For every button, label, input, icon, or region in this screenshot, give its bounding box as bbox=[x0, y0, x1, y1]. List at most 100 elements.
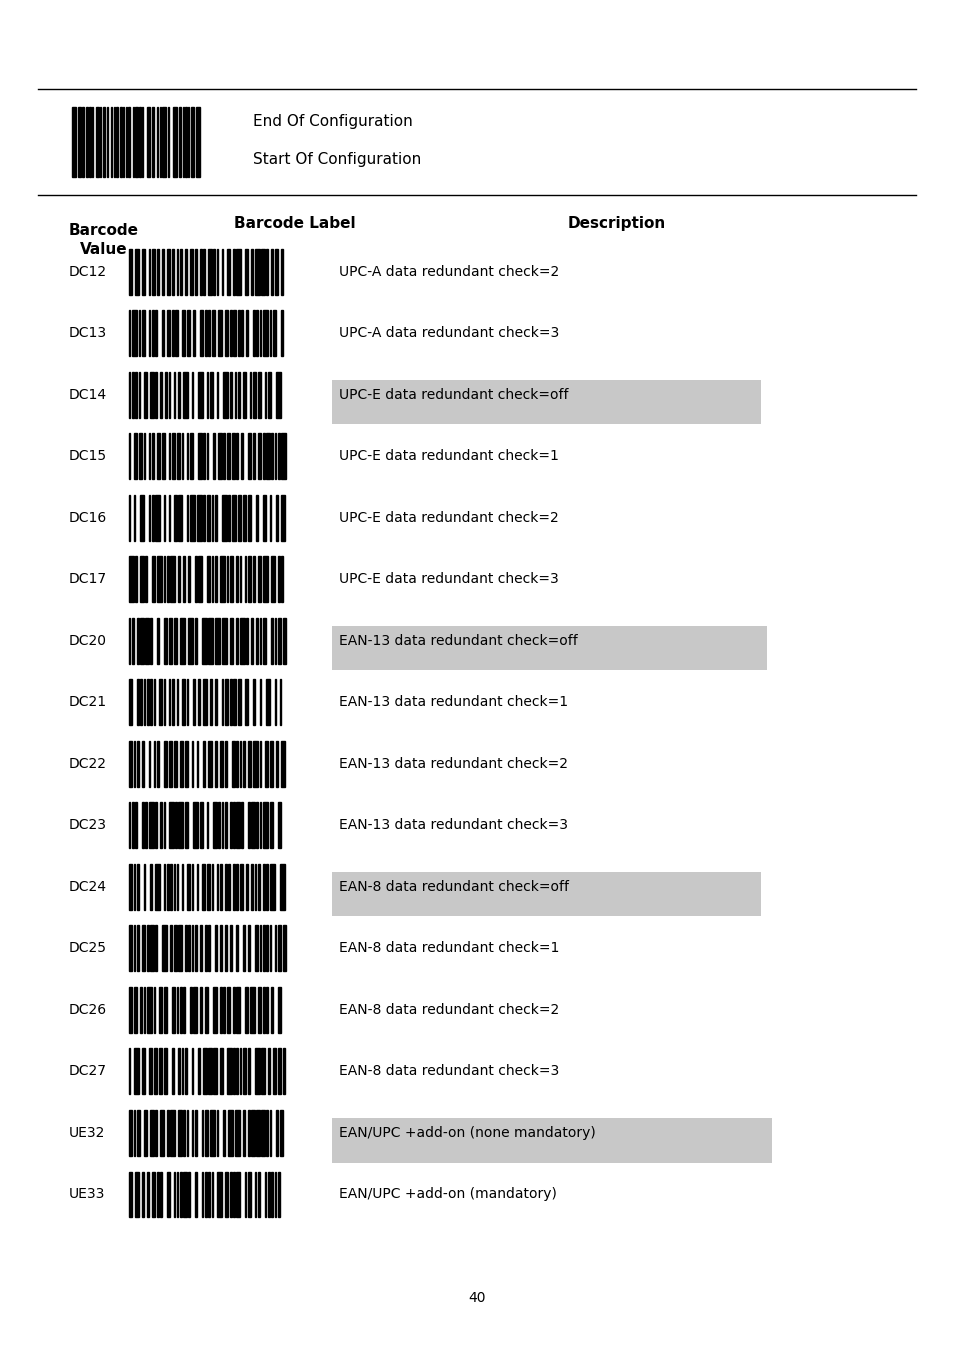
Bar bbox=[208, 310, 210, 356]
Text: DC16: DC16 bbox=[69, 511, 107, 525]
Bar bbox=[263, 864, 264, 910]
Bar bbox=[281, 495, 284, 541]
Bar bbox=[248, 741, 252, 787]
Bar bbox=[188, 107, 190, 177]
Bar bbox=[273, 310, 276, 356]
Bar bbox=[232, 741, 234, 787]
Bar bbox=[133, 495, 135, 541]
Text: EAN-13 data redundant check=2: EAN-13 data redundant check=2 bbox=[338, 757, 567, 771]
Bar bbox=[220, 925, 221, 971]
Bar bbox=[152, 495, 153, 541]
Bar bbox=[230, 679, 232, 725]
Bar bbox=[133, 433, 137, 479]
Bar bbox=[259, 741, 261, 787]
Bar bbox=[162, 107, 166, 177]
Bar bbox=[185, 249, 187, 295]
Bar bbox=[238, 310, 239, 356]
Text: UPC-A data redundant check=2: UPC-A data redundant check=2 bbox=[338, 265, 558, 279]
Bar bbox=[192, 1110, 193, 1156]
Bar bbox=[279, 864, 284, 910]
Bar bbox=[254, 1049, 259, 1095]
Bar bbox=[140, 495, 144, 541]
Bar bbox=[149, 1049, 152, 1095]
Bar bbox=[173, 618, 176, 664]
Bar bbox=[187, 864, 190, 910]
Bar bbox=[283, 925, 286, 971]
Bar bbox=[180, 987, 182, 1033]
Bar bbox=[207, 556, 210, 602]
Bar bbox=[233, 310, 236, 356]
Bar bbox=[263, 987, 264, 1033]
Bar bbox=[169, 495, 170, 541]
Bar bbox=[281, 741, 284, 787]
Text: EAN-13 data redundant check=3: EAN-13 data redundant check=3 bbox=[338, 818, 567, 833]
Bar bbox=[203, 495, 205, 541]
Bar bbox=[214, 741, 216, 787]
Bar bbox=[78, 107, 81, 177]
Bar bbox=[332, 872, 760, 917]
Bar bbox=[163, 679, 165, 725]
Bar bbox=[274, 1171, 276, 1217]
Bar bbox=[271, 618, 273, 664]
Bar bbox=[212, 310, 214, 356]
Bar bbox=[173, 495, 176, 541]
Bar bbox=[172, 679, 173, 725]
Bar bbox=[264, 372, 266, 418]
Text: DC15: DC15 bbox=[69, 449, 107, 464]
Bar bbox=[256, 310, 257, 356]
Bar bbox=[144, 864, 145, 910]
Bar bbox=[157, 249, 158, 295]
Bar bbox=[230, 556, 233, 602]
Bar bbox=[266, 925, 268, 971]
Bar bbox=[234, 1110, 239, 1156]
Bar bbox=[153, 1049, 157, 1095]
Bar bbox=[190, 987, 192, 1033]
Bar bbox=[239, 618, 245, 664]
Bar bbox=[279, 679, 281, 725]
Bar bbox=[259, 618, 261, 664]
Bar bbox=[132, 310, 137, 356]
Bar bbox=[271, 433, 273, 479]
Bar bbox=[192, 372, 193, 418]
Bar bbox=[169, 433, 170, 479]
Bar bbox=[220, 556, 225, 602]
Bar bbox=[226, 987, 230, 1033]
Bar bbox=[233, 987, 234, 1033]
Bar bbox=[228, 864, 230, 910]
Bar bbox=[200, 249, 201, 295]
Bar bbox=[133, 864, 135, 910]
Bar bbox=[270, 864, 274, 910]
Bar bbox=[147, 1171, 149, 1217]
Bar bbox=[273, 1049, 276, 1095]
Bar bbox=[194, 249, 196, 295]
Bar bbox=[207, 372, 208, 418]
Bar bbox=[246, 618, 248, 664]
Text: UE33: UE33 bbox=[69, 1187, 105, 1202]
Bar bbox=[271, 1171, 273, 1217]
Bar bbox=[153, 987, 155, 1033]
Bar bbox=[148, 107, 150, 177]
Bar bbox=[230, 618, 233, 664]
Bar bbox=[178, 107, 181, 177]
Bar bbox=[173, 372, 175, 418]
Bar bbox=[221, 802, 223, 849]
Bar bbox=[178, 1110, 182, 1156]
Bar bbox=[173, 741, 176, 787]
Bar bbox=[233, 1049, 234, 1095]
Bar bbox=[170, 925, 172, 971]
Bar bbox=[252, 864, 253, 910]
Bar bbox=[178, 372, 180, 418]
Bar bbox=[198, 679, 200, 725]
Bar bbox=[129, 249, 132, 295]
Bar bbox=[183, 107, 184, 177]
Bar bbox=[200, 925, 201, 971]
Bar bbox=[185, 107, 187, 177]
Bar bbox=[259, 802, 261, 849]
Bar bbox=[193, 310, 194, 356]
Bar bbox=[111, 107, 112, 177]
Bar bbox=[238, 372, 239, 418]
Text: DC12: DC12 bbox=[69, 265, 107, 279]
Bar bbox=[137, 741, 138, 787]
Bar bbox=[263, 618, 266, 664]
Bar bbox=[254, 1171, 256, 1217]
